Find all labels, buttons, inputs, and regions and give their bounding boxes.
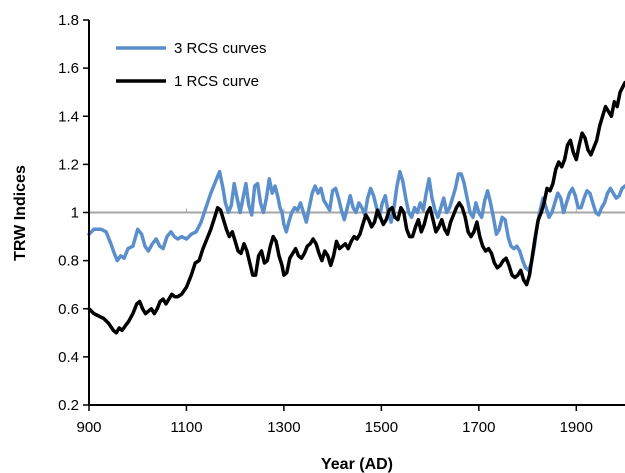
legend-label: 1 RCS curve	[174, 73, 259, 90]
legend: 3 RCS curves 1 RCS curve	[116, 40, 267, 90]
legend-label: 3 RCS curves	[174, 40, 267, 57]
y-tick-label: 1	[71, 205, 79, 222]
y-tick-label: 0.4	[58, 349, 79, 366]
series-line-3-rcs-curves	[87, 169, 625, 273]
y-tick-label: 0.2	[58, 397, 79, 414]
y-tick-label: 1.2	[58, 156, 79, 173]
y-tick-label: 1.6	[58, 60, 79, 77]
y-axis-title: TRW Indices	[12, 165, 29, 261]
axes-layer: 0.2 0.4 0.6 0.8 1 1.2 1.4 1.6 1.8 900 1100 1300 1500…	[58, 12, 625, 436]
x-tick-label: 900	[76, 419, 101, 436]
y-tick-label: 1.8	[58, 12, 79, 29]
x-tick-label: 1700	[462, 419, 495, 436]
series-layer	[87, 80, 625, 335]
y-tick-label: 0.8	[58, 253, 79, 270]
x-tick-label: 1500	[365, 419, 398, 436]
series-line-1-rcs-curve	[87, 80, 625, 335]
x-tick-label: 1100	[170, 419, 202, 436]
x-tick-label: 1300	[267, 419, 300, 436]
y-tick-label: 0.6	[58, 301, 79, 318]
x-tick-label: 1900	[560, 419, 593, 436]
y-tick-label: 1.4	[58, 108, 79, 125]
x-axis-title: Year (AD)	[321, 456, 393, 473]
